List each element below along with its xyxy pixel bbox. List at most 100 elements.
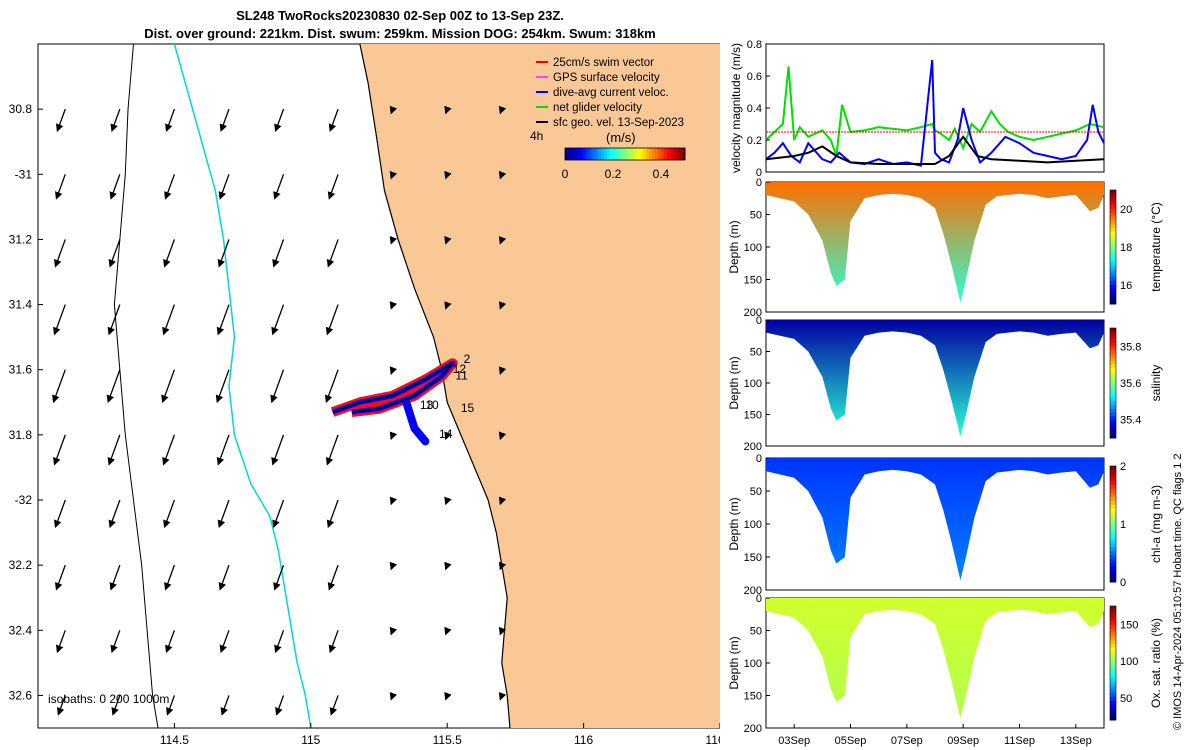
day-label: 12 [453, 362, 467, 376]
section-colorbar-cell [1110, 412, 1116, 417]
sfc-velocity-vector [274, 108, 285, 133]
section-colorbar-cell [1110, 562, 1116, 568]
colorbar-cell [652, 148, 656, 160]
map-xtick-label: 114.5 [160, 733, 189, 747]
isobath-200 [173, 43, 312, 729]
section-colorbar-cell [1110, 342, 1116, 347]
section-colorbar-cell [1110, 485, 1116, 490]
section-colorbar-cell [1110, 231, 1116, 237]
section-colorbar-frame [1109, 189, 1117, 305]
sfc-velocity-vector [107, 304, 121, 336]
section-ytick-label: 200 [744, 307, 762, 319]
colorbar-cell [589, 148, 593, 160]
section-colorbar-cell [1110, 625, 1116, 630]
section-colorbar-cell [1110, 212, 1116, 218]
sfc-velocity-vector [109, 564, 121, 591]
section-colorbar-tick: 35.6 [1120, 378, 1141, 390]
section-colorbar-cell [1110, 617, 1116, 622]
section-colorbar-tick: 2 [1120, 461, 1126, 473]
colorbar-cell [655, 148, 659, 160]
sfc-velocity-vector [389, 366, 398, 375]
day-label: 14 [439, 427, 453, 441]
sfc-velocity-vector [216, 304, 230, 336]
section-colorbar-cell [1110, 353, 1116, 358]
section-colorbar-cell [1110, 254, 1116, 259]
colorbar-tick-label: 0 [562, 167, 569, 181]
section-colorbar-cell [1110, 655, 1116, 660]
section-colorbar-cell [1110, 346, 1116, 351]
section-colorbar-cell [1110, 481, 1116, 486]
velocity-series-line [765, 66, 1105, 157]
map-xtick-label: 115 [301, 733, 320, 747]
velocity-ytick-label: 0 [756, 167, 762, 179]
sfc-velocity-vector [498, 561, 507, 571]
section-colorbar-cell [1110, 670, 1116, 675]
colorbar-cell [637, 148, 641, 160]
sfc-velocity-vector [326, 499, 339, 529]
section-colorbar-cell [1110, 621, 1116, 626]
section-colorbar-cell [1110, 397, 1116, 402]
section-ytick-label: 100 [744, 519, 762, 531]
section-colorbar-tick: 18 [1120, 242, 1132, 254]
section-colorbar-tick: 20 [1120, 204, 1132, 216]
section-colorbar-cell [1110, 375, 1116, 380]
section-colorbar-cell [1110, 394, 1116, 399]
section-colorbar-cell [1110, 693, 1116, 698]
sfc-velocity-vector [498, 691, 507, 701]
day-label: 13 [420, 398, 434, 412]
colorbar-cell [565, 148, 569, 160]
sfc-velocity-vector [389, 626, 398, 636]
sfc-velocity-vector [53, 304, 66, 336]
sfc-velocity-vector [162, 304, 176, 336]
colorbar-cell [619, 148, 623, 160]
section-ylabel: Depth (m) [727, 636, 741, 689]
sfc-velocity-vector [218, 564, 230, 591]
right-panels: 0 0.2 0.4 0.6 0.8 velocity magnitude (m/s) 0 50… [727, 39, 1163, 747]
sfc-velocity-vector [272, 499, 285, 529]
section-colorbar-frame [1109, 605, 1117, 721]
section-colorbar-cell [1110, 277, 1116, 282]
section-colorbar-cell [1110, 524, 1116, 529]
colorbar-tick-label: 0.2 [605, 167, 622, 181]
sfc-velocity-vector [389, 105, 398, 115]
section-colorbar-cell [1110, 689, 1116, 694]
section-colorbar-cell [1110, 609, 1116, 615]
section-colorbar-cell [1110, 716, 1116, 721]
section-ytick-label: 150 [744, 691, 762, 703]
sfc-velocity-vector [162, 434, 176, 466]
credit-text: © IMOS 14-Apr-2024 05:10:57 Hobart time.… [1172, 453, 1184, 730]
section-colorbar-cell [1110, 531, 1116, 537]
section-colorbar-cell [1110, 220, 1116, 225]
section-colorbar-cell [1110, 613, 1116, 618]
section-ytick-label: 50 [750, 626, 762, 638]
colorbar-cell [625, 148, 629, 160]
map-ytick-label: 32.2 [9, 558, 33, 572]
section-colorbar-cell [1110, 383, 1116, 388]
colorbar-cell [667, 148, 671, 160]
colorbar-cell [673, 148, 677, 160]
sfc-velocity-vector [217, 239, 230, 268]
map-ytick-label: 31.6 [9, 363, 33, 377]
sfc-velocity-vector [389, 496, 398, 506]
colorbar-cell [679, 148, 683, 160]
section-colorbar-cell [1110, 508, 1116, 513]
section-colorbar-cell [1110, 379, 1116, 384]
section-colorbar-cell [1110, 339, 1116, 344]
section-colorbar-cell [1110, 247, 1116, 252]
section-colorbar-cell [1110, 663, 1116, 668]
sfc-velocity-vector [444, 105, 452, 115]
section-colorbar-cell [1110, 430, 1116, 435]
sfc-velocity-vector [389, 431, 398, 441]
sfc-velocity-vector [219, 108, 230, 133]
section-colorbar-cell [1110, 685, 1116, 691]
section-ylabel: Depth (m) [727, 497, 741, 550]
sfc-velocity-vector [275, 695, 285, 716]
sfc-velocity-vector [328, 108, 339, 133]
colorbar-cell [622, 148, 626, 160]
section-colorbar-tick: 50 [1120, 693, 1132, 705]
section-ytick-label: 100 [744, 658, 762, 670]
section-colorbar-tick: 16 [1120, 280, 1132, 292]
section-colorbar-cell [1110, 674, 1116, 679]
colorbar-cell [577, 148, 581, 160]
